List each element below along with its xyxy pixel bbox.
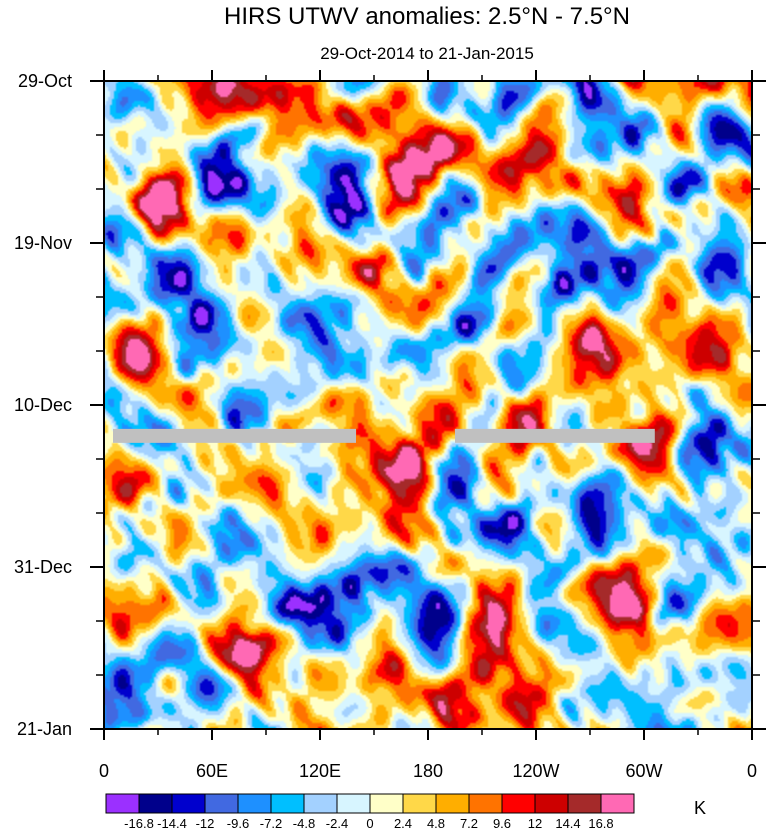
colorbar-label: 12 <box>528 816 542 830</box>
colorbar-label: -7.2 <box>260 816 282 830</box>
colorbar-swatch <box>567 793 602 814</box>
colorbar-swatch <box>105 793 140 814</box>
x-tick-label: 120E <box>299 761 341 781</box>
colorbar-label: -14.4 <box>157 816 187 830</box>
colorbar-label: -12 <box>196 816 215 830</box>
colorbar-label: -4.8 <box>293 816 315 830</box>
colorbar-label: 2.4 <box>394 816 412 830</box>
colorbar-label: 4.8 <box>427 816 445 830</box>
colorbar-swatch <box>402 793 437 814</box>
y-tick-label: 19-Nov <box>14 233 72 253</box>
x-tick-label: 60E <box>196 761 228 781</box>
colorbar-swatch <box>237 793 272 814</box>
colorbar-swatch <box>534 793 569 814</box>
x-axis: 0 60E 120E 180 120W 60W 0 <box>99 70 757 781</box>
x-tick-label: 120W <box>512 761 559 781</box>
y-tick-label: 31-Dec <box>14 557 72 577</box>
x-tick-label: 60W <box>625 761 662 781</box>
y-axis: 29-Oct 19-Nov 10-Dec 31-Dec 21-Jan <box>14 71 766 739</box>
y-tick-label: 21-Jan <box>17 719 72 739</box>
colorbar-label: -9.6 <box>227 816 249 830</box>
colorbar-swatch <box>369 793 404 814</box>
colorbar-swatch <box>336 793 371 814</box>
anomaly-heatmap <box>104 81 752 729</box>
y-tick-label: 10-Dec <box>14 395 72 415</box>
colorbar-unit: K <box>694 798 706 818</box>
y-tick-label: 29-Oct <box>18 71 72 91</box>
colorbar-label: -2.4 <box>326 816 348 830</box>
colorbar: -16.8 -14.4 -12 -9.6 -7.2 -4.8 -2.4 0 2.4 4.8 7.2 9… <box>105 793 635 830</box>
colorbar-swatch <box>270 793 305 814</box>
colorbar-swatch <box>303 793 338 814</box>
missing-data-layer <box>113 428 655 443</box>
missing-data-band <box>113 428 356 443</box>
colorbar-swatch <box>468 793 503 814</box>
colorbar-swatch <box>171 793 206 814</box>
plot-area <box>104 81 752 729</box>
colorbar-label: 16.8 <box>588 816 613 830</box>
colorbar-swatch <box>138 793 173 814</box>
colorbar-label: 9.6 <box>493 816 511 830</box>
colorbar-label: -16.8 <box>124 816 154 830</box>
colorbar-swatch <box>435 793 470 814</box>
colorbar-swatch <box>204 793 239 814</box>
x-tick-label: 0 <box>99 761 109 781</box>
colorbar-swatch <box>600 793 635 814</box>
x-tick-label: 0 <box>747 761 757 781</box>
chart-subtitle: 29-Oct-2014 to 21-Jan-2015 <box>320 44 534 63</box>
colorbar-swatch <box>501 793 536 814</box>
colorbar-label: 7.2 <box>460 816 478 830</box>
colorbar-label: 0 <box>366 816 373 830</box>
chart-title: HIRS UTWV anomalies: 2.5°N - 7.5°N <box>224 3 630 30</box>
x-tick-label: 180 <box>413 761 443 781</box>
colorbar-label: 14.4 <box>555 816 580 830</box>
missing-data-band <box>455 428 655 443</box>
